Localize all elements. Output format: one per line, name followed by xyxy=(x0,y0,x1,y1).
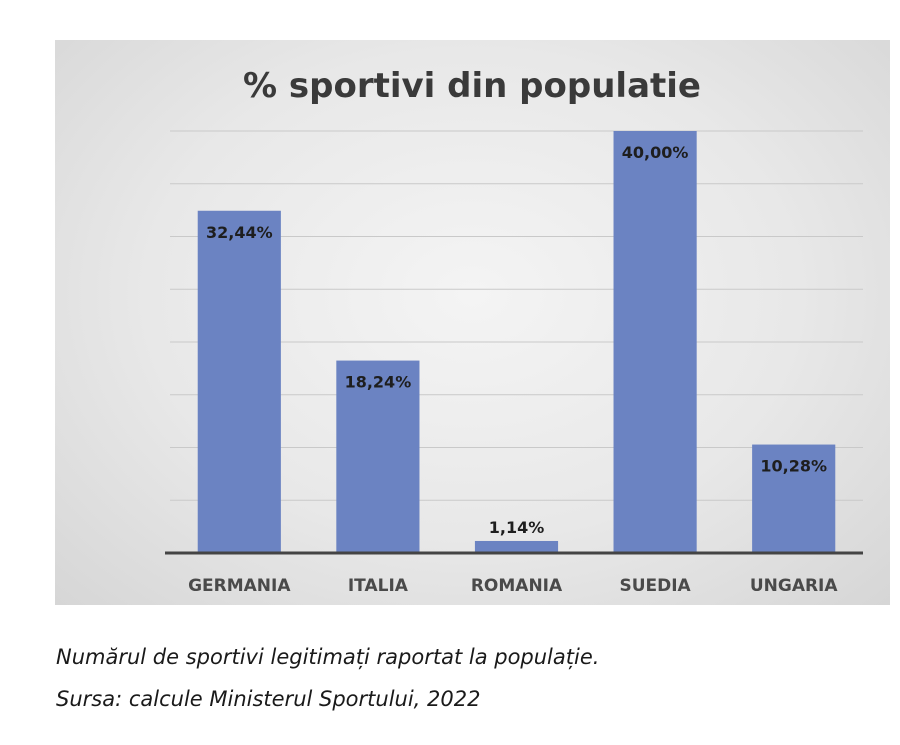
bar-suedia xyxy=(613,131,697,553)
data-label-suedia: 40,00% xyxy=(622,143,689,162)
data-label-romania: 1,14% xyxy=(489,518,545,537)
x-tick-labels: GERMANIA ITALIA ROMANIA SUEDIA UNGARIA xyxy=(188,576,838,596)
x-tick-ungaria: UNGARIA xyxy=(750,576,839,596)
data-label-ungaria: 10,28% xyxy=(760,457,827,476)
x-tick-italia: ITALIA xyxy=(348,576,409,596)
figure-caption: Numărul de sportivi legitimați raportat … xyxy=(56,645,600,669)
bar-italia xyxy=(336,360,420,553)
bars xyxy=(197,131,836,553)
bar-romania xyxy=(474,540,559,553)
gridlines xyxy=(170,130,863,501)
data-labels: 32,44% 18,24% 1,14% 40,00% 10,28% xyxy=(206,143,827,537)
x-tick-suedia: SUEDIA xyxy=(619,576,691,596)
x-tick-germania: GERMANIA xyxy=(188,576,291,596)
data-label-germania: 32,44% xyxy=(206,223,273,242)
chart-title: % sportivi din populatie xyxy=(243,66,701,106)
x-tick-romania: ROMANIA xyxy=(471,576,563,596)
bar-germania xyxy=(197,210,281,553)
bar-chart: % sportivi din populatie 32,44% 18,24% 1,1… xyxy=(165,66,863,596)
data-label-italia: 18,24% xyxy=(345,373,412,392)
figure-source: Sursa: calcule Ministerul Sportului, 202… xyxy=(56,687,481,711)
bar-ungaria xyxy=(752,444,836,553)
chart-panel: % sportivi din populatie 32,44% 18,24% 1,1… xyxy=(55,40,890,605)
